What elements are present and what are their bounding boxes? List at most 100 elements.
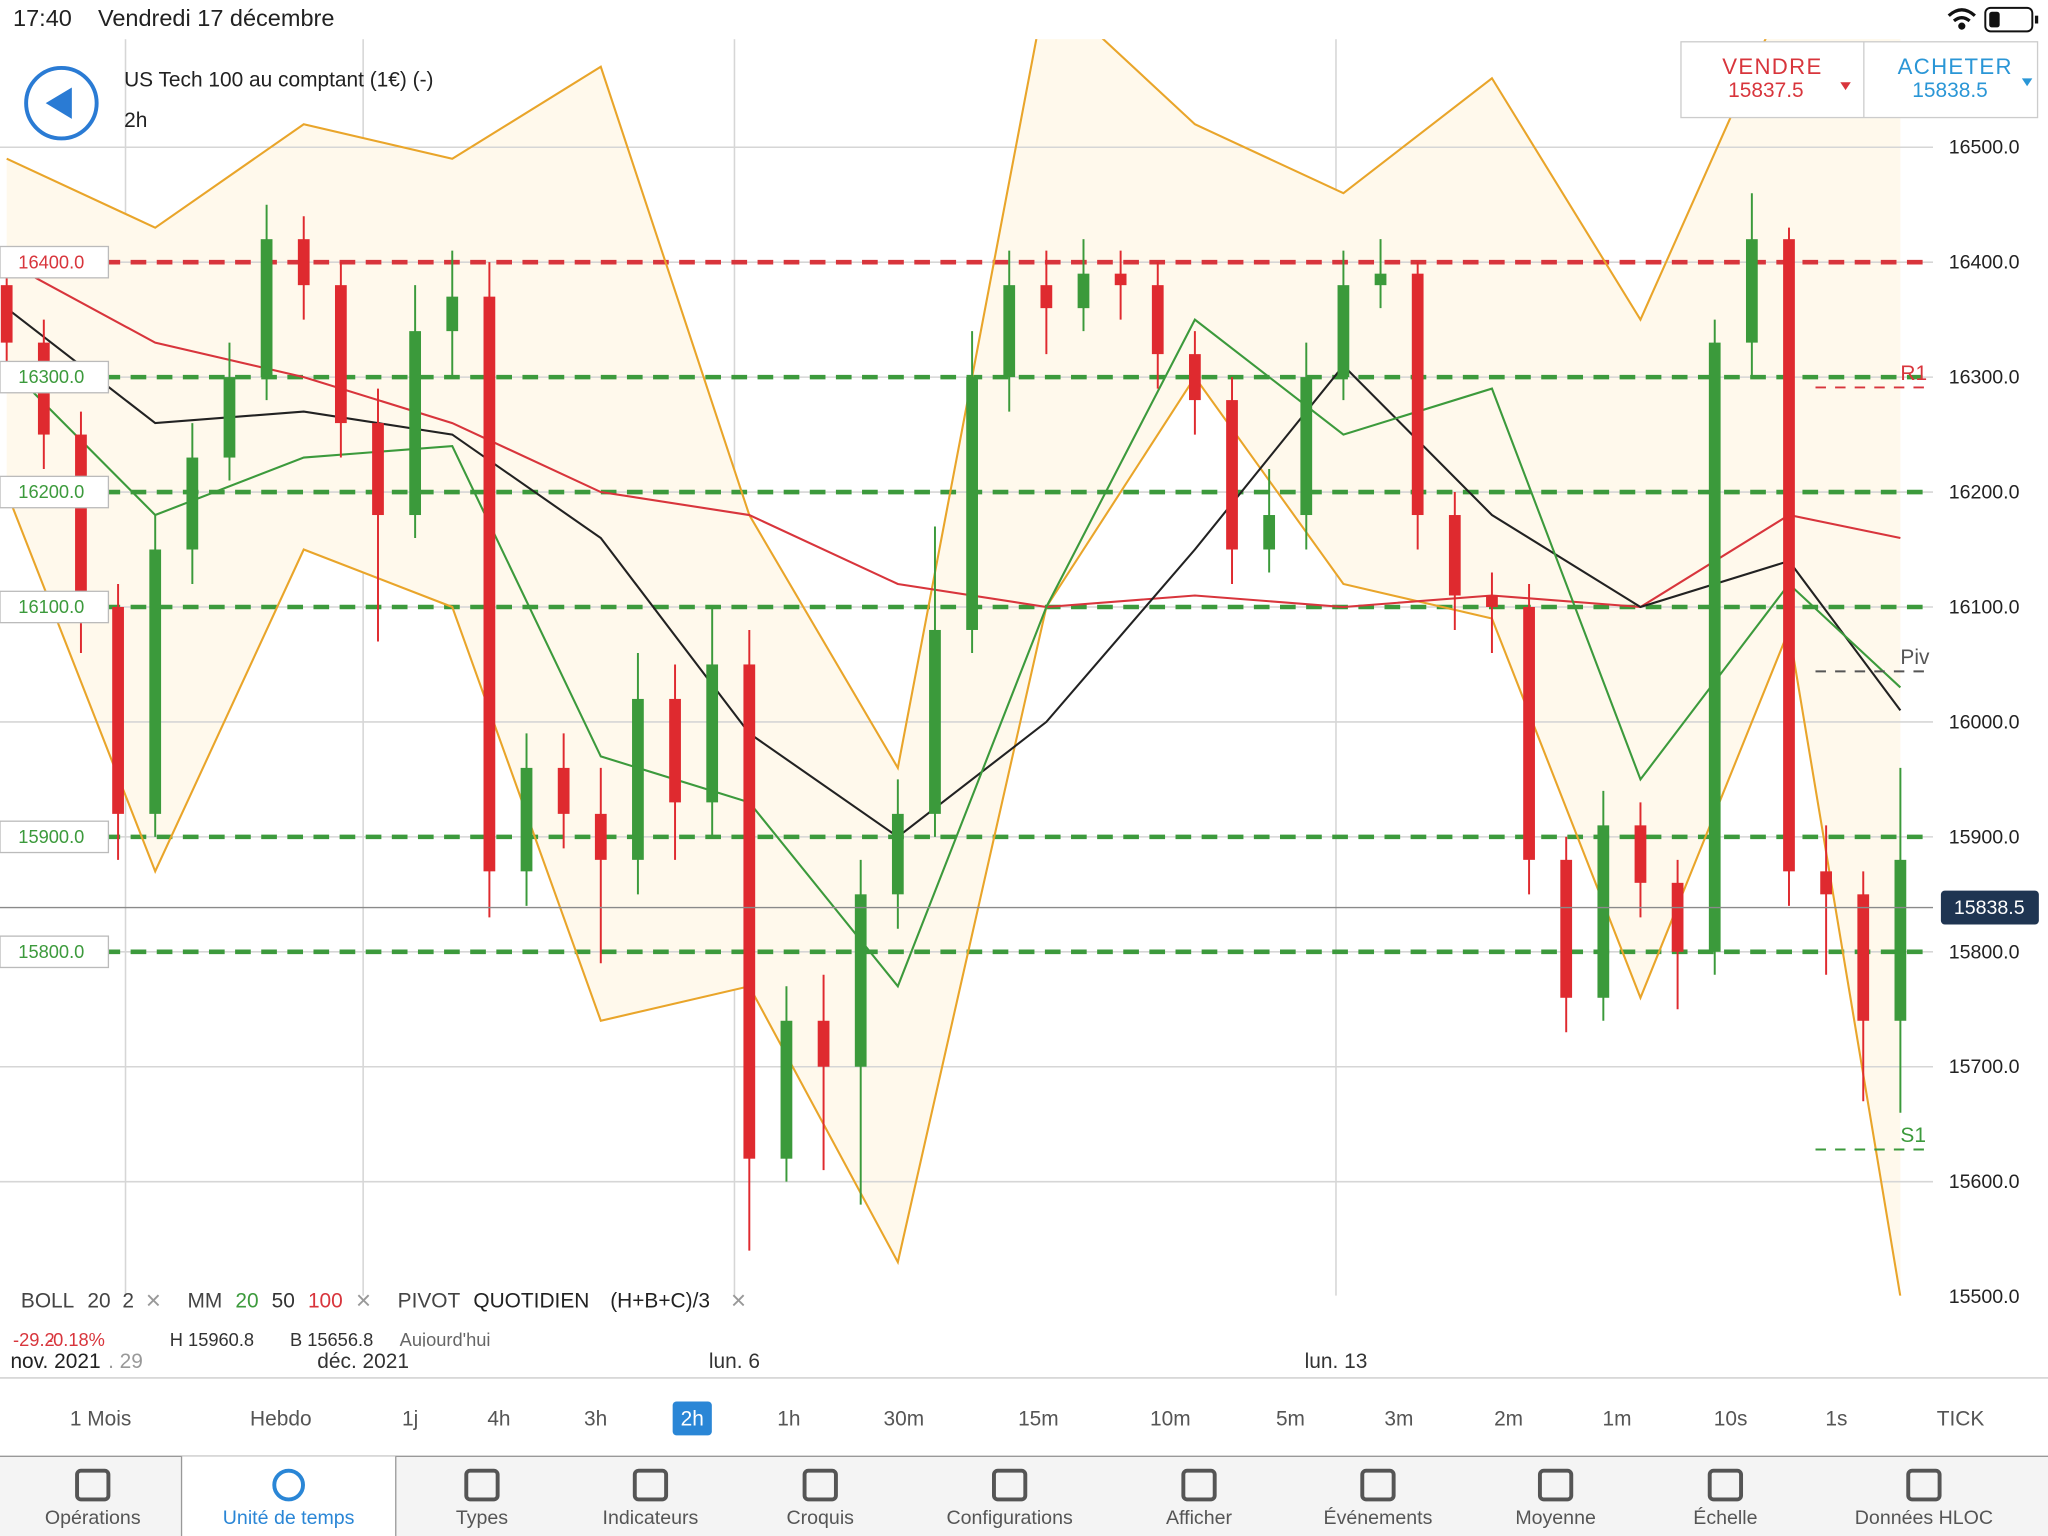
toolbar-button[interactable]: Moyenne — [1515, 1507, 1596, 1529]
back-button[interactable] — [24, 65, 99, 141]
timeframe-button[interactable]: 1h — [777, 1407, 800, 1430]
toolbar-button[interactable]: Échelle — [1693, 1506, 1757, 1529]
timeframe-button[interactable]: 2m — [1494, 1407, 1523, 1430]
x-axis-strip — [0, 1346, 2048, 1378]
stat-text: -0.18% — [47, 1329, 105, 1350]
toolbar-icon — [1707, 1468, 1744, 1502]
candle-body — [669, 698, 681, 803]
candle-body — [1374, 273, 1387, 286]
y-tick-label: 15800.0 — [1949, 941, 2020, 963]
legend-text: PIVOT — [398, 1290, 461, 1313]
candle-body — [780, 1020, 793, 1159]
legend-text: 20 — [87, 1290, 110, 1313]
bollinger-band-fill — [6, 39, 1901, 1296]
sell-price: 15837.5 — [1728, 79, 1803, 102]
timeframe-button[interactable]: Hebdo — [250, 1407, 312, 1430]
stat-text: -29.2 — [13, 1329, 55, 1350]
sell-label: VENDRE — [1722, 54, 1822, 79]
y-tick-label: 16000.0 — [1949, 711, 2020, 733]
candle-body — [1151, 285, 1164, 355]
timeframe-button[interactable]: 1s — [1825, 1407, 1847, 1430]
current-price-badge — [1940, 890, 2039, 925]
price-level-box — [0, 360, 110, 394]
price-level-label: 15800.0 — [18, 941, 84, 962]
toolbar-icon — [1537, 1468, 1574, 1502]
timeframe-button[interactable]: 10m — [1150, 1407, 1191, 1430]
timeframe-button[interactable]: 2h — [681, 1407, 704, 1430]
toolbar-icon — [1360, 1468, 1396, 1502]
toolbar-icon — [1181, 1468, 1217, 1502]
candle-body — [372, 423, 384, 516]
toolbar-button[interactable]: Opérations — [45, 1507, 141, 1529]
x-tick-label: déc. 2021 — [317, 1350, 409, 1373]
timeframe-button[interactable]: 1m — [1602, 1407, 1631, 1430]
toolbar-icon — [75, 1468, 111, 1502]
legend-text: (H+B+C)/3 — [610, 1290, 710, 1313]
candle-body — [483, 296, 496, 872]
timeframe-button[interactable]: 15m — [1018, 1407, 1059, 1430]
price-level-box — [0, 245, 110, 279]
candle-body — [520, 767, 533, 872]
candle-body — [854, 894, 867, 1067]
timeframe-button[interactable]: TICK — [1937, 1407, 1985, 1430]
candle-body — [1745, 239, 1758, 343]
y-tick-label: 16500.0 — [1949, 137, 2020, 159]
toolbar-icon — [992, 1468, 1028, 1502]
toolbar-button[interactable]: Données HLOC — [1855, 1507, 1993, 1529]
toolbar-button[interactable]: Indicateurs — [603, 1507, 699, 1529]
legend-close[interactable]: × — [356, 1285, 371, 1315]
timeframe-button[interactable]: 1j — [402, 1407, 418, 1430]
candle-body — [1114, 273, 1127, 286]
price-level-label: 16300.0 — [18, 366, 84, 387]
status-date: Vendredi 17 décembre — [98, 5, 334, 31]
pivot-label: R1 — [1900, 362, 1927, 385]
toolbar-button[interactable]: Événements — [1324, 1506, 1433, 1529]
candle-body — [594, 813, 607, 860]
toolbar-button[interactable]: Croquis — [787, 1507, 855, 1529]
candle-body — [223, 377, 236, 458]
candle-body — [1597, 825, 1610, 998]
price-level-box — [0, 820, 110, 854]
indicator-line — [5, 375, 1902, 1296]
instrument-name: US Tech 100 au comptant (1€) (-) — [124, 68, 433, 91]
timeframe-button[interactable]: 3h — [584, 1407, 607, 1430]
legend-text: MM — [188, 1290, 223, 1313]
candle-body — [1820, 871, 1833, 895]
battery-icon — [1984, 6, 2039, 33]
timeframe-button[interactable]: 5m — [1276, 1407, 1305, 1430]
stat-text: H 15960.8 — [170, 1329, 254, 1350]
toolbar-button[interactable]: Types — [456, 1507, 508, 1529]
price-level-label: 16100.0 — [18, 596, 84, 617]
candle-body — [966, 377, 978, 630]
candle-body — [1189, 354, 1201, 401]
quote-box — [1680, 41, 2039, 119]
toolbar-button[interactable]: Configurations — [947, 1507, 1073, 1529]
timeframe-button[interactable]: 3m — [1384, 1407, 1413, 1430]
toolbar-button[interactable]: Unité de temps — [223, 1507, 355, 1529]
timeframe-button[interactable]: 4h — [487, 1407, 510, 1430]
buy-button[interactable]: ACHETER 15838.5 — [1898, 54, 2033, 102]
candle-body — [1634, 825, 1647, 883]
legend-close[interactable]: × — [146, 1285, 161, 1315]
candle-body — [334, 285, 347, 424]
candle-body — [409, 331, 422, 516]
timeframe: 2h — [124, 109, 147, 132]
timeframe-button[interactable]: 10s — [1714, 1407, 1748, 1430]
y-tick-label: 16200.0 — [1949, 482, 2020, 504]
sell-button[interactable]: VENDRE 15837.5 — [1722, 54, 1851, 102]
pivot-label: Piv — [1900, 646, 1930, 669]
candle-body — [743, 664, 756, 1159]
candle-body — [1077, 273, 1090, 309]
candle-body — [1337, 285, 1350, 378]
toolbar-icon — [272, 1468, 305, 1502]
candle-body — [1486, 595, 1498, 607]
current-price-label: 15838.5 — [1954, 897, 2025, 919]
y-tick-label: 16300.0 — [1949, 367, 2020, 389]
timeframe-button[interactable]: 30m — [884, 1407, 925, 1430]
legend-close[interactable]: × — [731, 1285, 746, 1315]
timeframe-button[interactable]: 1 Mois — [70, 1407, 131, 1430]
timeframe-selected — [672, 1401, 712, 1436]
candle-body — [0, 285, 13, 343]
toolbar-button[interactable]: Afficher — [1166, 1507, 1232, 1529]
